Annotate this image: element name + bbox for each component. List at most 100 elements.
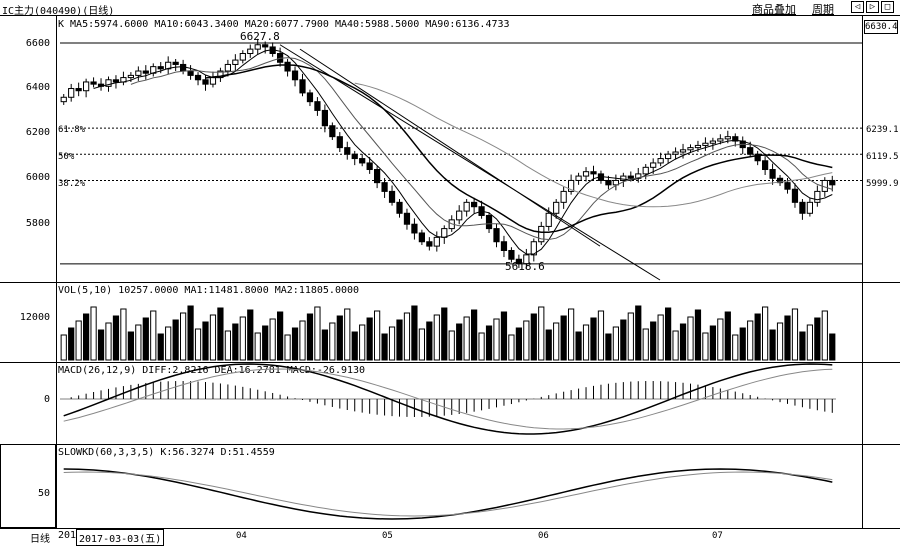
candle-body xyxy=(814,190,821,203)
volume-bar xyxy=(374,310,381,361)
volume-bar xyxy=(120,308,127,361)
volume-bar xyxy=(590,317,597,361)
candle-body xyxy=(336,136,343,149)
candle-body xyxy=(426,241,433,247)
overlay-menu[interactable]: 商品叠加 xyxy=(752,3,796,16)
volume-bar xyxy=(642,328,649,361)
candle-body xyxy=(702,142,709,146)
volume-bar xyxy=(553,322,560,361)
fib-left-618: 61.8% xyxy=(58,125,86,135)
left-axis xyxy=(56,16,57,528)
volume-bar xyxy=(135,324,142,361)
candle-body xyxy=(60,96,67,103)
candle-body xyxy=(642,166,649,175)
volume-bar xyxy=(381,333,388,361)
volume-bar xyxy=(448,330,455,361)
macd-y-label: 0 xyxy=(43,394,50,405)
volume-bar xyxy=(717,318,724,361)
prev-button[interactable]: ◁ xyxy=(851,1,864,13)
candle-body xyxy=(135,70,142,76)
ma20-line xyxy=(205,64,833,234)
volume-bar xyxy=(150,310,157,361)
volume-bar xyxy=(418,328,425,361)
fib-right-6239: 6239.1 xyxy=(866,125,899,135)
candle-body xyxy=(724,136,731,140)
candle-body xyxy=(209,77,217,85)
volume-bar xyxy=(306,313,314,361)
period-label: 日线 xyxy=(30,534,50,545)
candle-body xyxy=(471,201,478,208)
volume-bar xyxy=(821,310,828,361)
candle-body xyxy=(747,147,754,155)
candle-body xyxy=(306,92,314,103)
candle-body xyxy=(806,201,813,214)
volume-bar xyxy=(799,331,806,361)
volume-bar xyxy=(157,333,164,361)
candle-body xyxy=(829,179,836,186)
candle-body xyxy=(500,241,508,251)
candle-body xyxy=(239,53,246,61)
candle-body xyxy=(694,144,702,149)
vol-y-label: 12000 xyxy=(19,312,50,323)
panel-divider-volume[interactable] xyxy=(0,282,900,283)
candle-body xyxy=(530,241,537,256)
candle-body xyxy=(612,179,619,186)
month-label-06: 06 xyxy=(538,531,549,541)
ma-indicator-text: K MA5:5974.6000 MA10:6043.3400 MA20:6077… xyxy=(58,19,510,30)
candle-body xyxy=(232,59,239,65)
volume-bar xyxy=(329,322,336,361)
macd-diff-line xyxy=(63,363,833,435)
volume-bar xyxy=(172,319,179,361)
volume-bar xyxy=(530,313,537,361)
volume-bar xyxy=(515,327,522,361)
fib-left-382: 38.2% xyxy=(58,179,86,189)
volume-bar xyxy=(187,305,194,361)
fib-right-6119: 6119.5 xyxy=(866,152,899,162)
period-menu[interactable]: 周期 xyxy=(812,3,834,16)
volume-bar xyxy=(650,321,657,361)
y-label-6600: 6600 xyxy=(25,38,50,49)
fib-right-5999: 5999.9 xyxy=(866,179,899,189)
candle-body xyxy=(485,214,493,230)
volume-bar xyxy=(560,315,567,361)
volume-bar xyxy=(75,320,82,361)
candle-body xyxy=(299,79,306,94)
panel-divider-kd[interactable] xyxy=(0,444,900,445)
volume-bar xyxy=(277,311,284,361)
volume-bar xyxy=(635,305,642,361)
candle-body xyxy=(515,258,522,265)
volume-bar xyxy=(485,325,493,361)
volume-bar xyxy=(359,324,366,361)
volume-bar xyxy=(762,306,769,361)
volume-bar xyxy=(165,326,172,361)
candle-body xyxy=(321,109,328,127)
candle-body xyxy=(254,44,261,50)
volume-bar xyxy=(732,334,739,361)
restore-button[interactable]: □ xyxy=(881,1,894,13)
volume-bar xyxy=(224,330,231,361)
volume-bar xyxy=(194,328,202,361)
candle-body xyxy=(575,175,582,181)
volume-bar xyxy=(366,317,373,361)
candle-body xyxy=(142,70,149,74)
volume-bar xyxy=(291,327,299,361)
volume-bar xyxy=(142,317,149,361)
cursor-prefix: 201 xyxy=(58,530,77,541)
candle-body xyxy=(687,147,694,151)
volume-bar xyxy=(426,321,433,361)
next-button[interactable]: ▷ xyxy=(866,1,879,13)
volume-bar xyxy=(433,314,440,361)
month-label-05: 05 xyxy=(382,531,393,541)
panel-divider-macd[interactable] xyxy=(0,362,900,363)
candle-body xyxy=(627,175,634,179)
candle-body xyxy=(403,212,411,225)
volume-bar xyxy=(90,306,97,361)
vol-indicator-text: VOL(5,10) 10257.0000 MA1:11481.8000 MA2:… xyxy=(58,285,360,296)
candle-body xyxy=(672,151,679,155)
candle-body xyxy=(605,179,612,186)
candle-body xyxy=(366,162,373,171)
candle-body xyxy=(441,228,448,238)
candle-body xyxy=(582,171,590,177)
candle-body xyxy=(679,149,687,153)
